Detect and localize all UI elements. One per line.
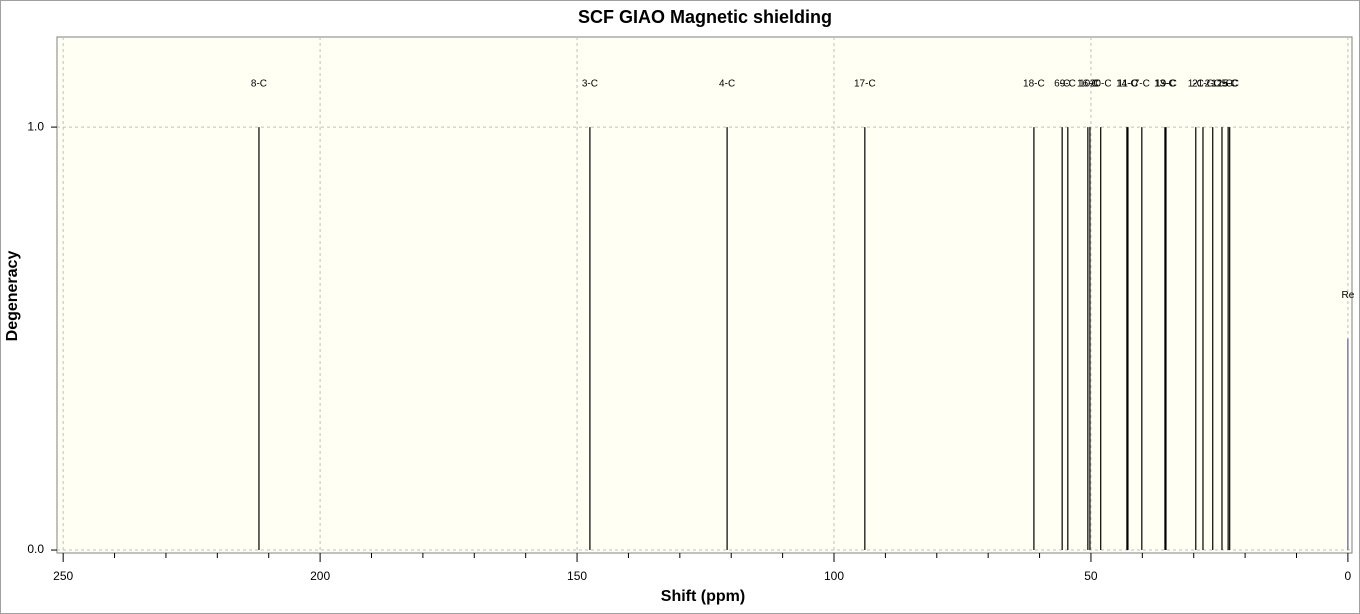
x-tick-label: 150: [567, 569, 587, 583]
x-tick-label: 100: [824, 569, 844, 583]
x-tick-label: 250: [53, 569, 73, 583]
peak-label: 6-C: [1054, 79, 1070, 90]
peak-label: Re: [1341, 290, 1354, 301]
peak-label: 18-C: [1023, 79, 1045, 90]
peak-label: 4-C: [719, 79, 735, 90]
y-tick-label: 1.0: [27, 119, 44, 133]
peak-label: 2-C: [1205, 79, 1221, 90]
peak-label: 5-C: [1222, 79, 1238, 90]
peak-label: 7-C: [1134, 79, 1150, 90]
peak-label: 9-C: [1060, 79, 1076, 90]
peak-label: 1-C: [1188, 79, 1204, 90]
x-tick-label: 50: [1084, 569, 1098, 583]
chart-title: SCF GIAO Magnetic shielding: [578, 7, 832, 27]
peak-label: 12-C: [1211, 79, 1233, 90]
x-tick-label: 200: [310, 569, 330, 583]
peak-label: 8-C: [251, 79, 267, 90]
y-tick-label: 0.0: [27, 542, 44, 556]
peak-label: 15-C: [1217, 79, 1239, 90]
peak-label: 10-C: [1079, 79, 1101, 90]
peak-label: 17-C: [854, 79, 876, 90]
peak-label: 19-C: [1155, 79, 1177, 90]
y-axis-title: Degeneracy: [4, 251, 21, 342]
peak-label: 20-C: [1090, 79, 1112, 90]
peak-label: 21-C: [1192, 79, 1214, 90]
peak-label: 16-C: [1077, 79, 1099, 90]
peak-label: 13-C: [1154, 79, 1176, 90]
plot-area: [56, 36, 1353, 554]
x-tick-label: 0: [1345, 569, 1352, 583]
peak-label: 11-C: [1117, 79, 1138, 90]
x-axis-title: Shift (ppm): [661, 588, 745, 605]
peak-label: 3-C: [582, 79, 598, 90]
peak-label: 14-C: [1116, 79, 1138, 90]
